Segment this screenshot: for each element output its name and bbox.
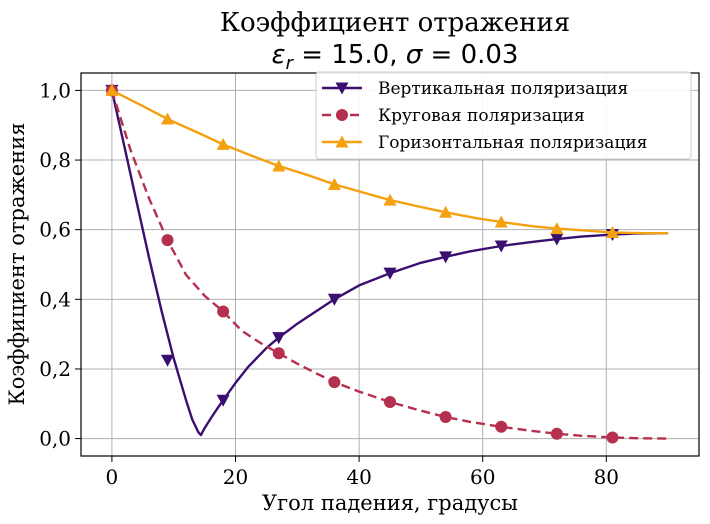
y-tick-label: 0,0 [39,427,71,451]
subtitle-sigma-value: 0.03 [461,40,519,70]
data-point [439,251,453,264]
subtitle-eps-sub: r [286,53,295,74]
x-tick-label: 0 [106,465,119,489]
y-tick-label: 0,2 [39,357,71,381]
series-2 [105,83,669,238]
x-tick-label: 80 [594,465,619,489]
data-point [439,205,453,218]
x-axis-label: Угол падения, градусы [262,491,518,515]
subtitle-eq-2: = [422,40,460,70]
x-tick-label: 20 [223,465,248,489]
data-point [384,396,396,409]
subtitle-eps-value: 15.0 [331,40,389,70]
y-tick-label: 0,6 [39,218,71,242]
data-point [161,112,175,125]
x-tick-label: 40 [346,465,371,489]
chart-subtitle: εr = 15.0, σ = 0.03 [272,40,519,74]
legend-marker [335,82,349,95]
data-point [383,193,397,206]
data-point [105,83,119,96]
legend-label: Горизонтальная поляризация [378,133,647,153]
data-point [272,347,285,360]
series-lines [105,83,669,444]
data-point [161,234,174,247]
legend: Вертикальная поляризация Круговая поляриз… [315,71,692,160]
data-point [494,215,508,228]
data-point [272,159,286,172]
y-tick-label: 0,4 [39,287,71,311]
legend-entries: Вертикальная поляризация Круговая поляриз… [322,79,647,153]
chart-title: Коэффициент отражения [220,8,570,38]
legend-box [315,71,692,160]
data-point [383,267,397,280]
subtitle-sigma-symbol: σ [406,40,424,70]
subtitle-eps-symbol: ε [272,40,286,70]
data-point [550,222,564,235]
subtitle-eq-1: = [293,40,331,70]
data-point [327,293,341,306]
data-point [328,376,341,389]
y-tick-label: 1,0 [39,78,71,102]
data-point [550,427,563,440]
data-point [606,431,619,444]
axis-ticks: 0 20 40 60 80 0,0 0,2 0,4 0,6 0,8 1,0 [39,78,619,489]
data-point [216,137,230,150]
subtitle-sep: , [389,40,406,70]
data-point [439,411,452,424]
x-tick-label: 60 [470,465,495,489]
data-point [161,354,175,367]
data-point [605,225,619,238]
data-point [495,420,508,433]
y-tick-label: 0,8 [39,148,71,172]
legend-marker [335,135,349,148]
data-point [494,240,508,253]
legend-label: Вертикальная поляризация [378,79,628,99]
data-point [272,332,286,345]
data-point [216,394,230,407]
y-axis-label: Коэффициент отражения [5,123,29,406]
legend-marker [336,109,348,121]
data-point [550,233,564,246]
data-point [217,305,230,318]
legend-label: Круговая поляризация [378,106,585,126]
series-line [110,90,669,437]
data-point [327,177,341,190]
